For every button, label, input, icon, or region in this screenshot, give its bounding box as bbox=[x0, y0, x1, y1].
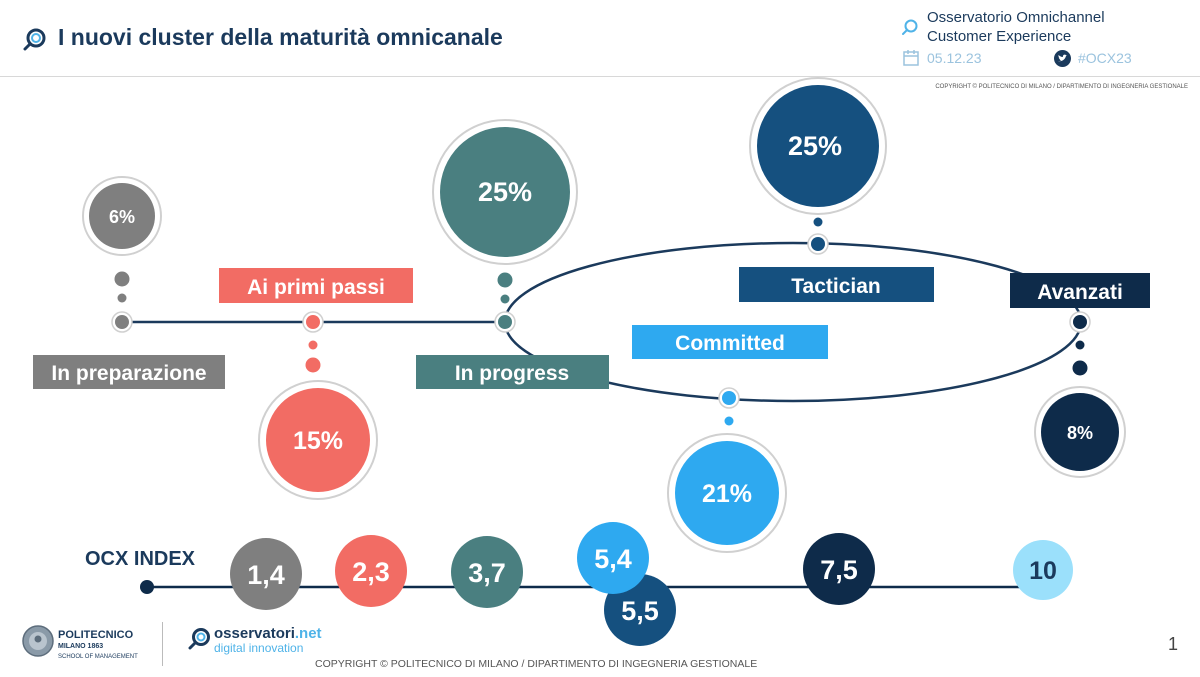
observatory-name: Osservatorio Omnichannel Customer Experi… bbox=[927, 8, 1105, 46]
label-tactician: Tactician bbox=[791, 275, 880, 298]
ocx-value-2-text: 2,3 bbox=[352, 557, 390, 587]
ocx-value-5-text: 5,5 bbox=[621, 596, 659, 626]
header: I nuovi cluster della maturità omnicanal… bbox=[0, 0, 1200, 77]
ocx-value-6 bbox=[803, 533, 875, 605]
osservatori-net: .net bbox=[294, 625, 322, 642]
osservatori-logo-icon bbox=[188, 628, 210, 650]
observatory-line-2: Customer Experience bbox=[927, 28, 1072, 45]
label-in-preparazione: In preparazione bbox=[51, 362, 206, 385]
label-avanzati: Avanzati bbox=[1037, 281, 1123, 304]
cluster-tactician: 25% Tactician bbox=[739, 77, 934, 302]
politecnico-city: MILANO 1863 bbox=[58, 643, 104, 650]
ocx-value-4 bbox=[577, 522, 649, 594]
osservatori-logo-text: osservatori.net digital innovation bbox=[214, 625, 322, 655]
share-in-progress: 25% bbox=[478, 177, 532, 207]
osservatori-main: osservatori bbox=[214, 625, 295, 642]
logo-separator bbox=[162, 622, 163, 666]
page-title: I nuovi cluster della maturità omnicanal… bbox=[58, 24, 503, 50]
observatory-icon bbox=[902, 19, 918, 35]
cluster-avanzati: Avanzati 8% bbox=[1010, 273, 1150, 478]
copyright-bottom: COPYRIGHT © POLITECNICO DI MILANO / DIPA… bbox=[315, 658, 758, 670]
politecnico-logo-text: POLITECNICO MILANO 1863 SCHOOL OF MANAGE… bbox=[58, 630, 138, 663]
magnifier-logo-icon bbox=[23, 28, 46, 51]
share-in-preparazione: 6% bbox=[109, 207, 135, 227]
share-committed: 21% bbox=[702, 480, 752, 508]
share-avanzati: 8% bbox=[1067, 423, 1093, 443]
ocx-value-3-text: 3,7 bbox=[468, 558, 506, 588]
politecnico-seal-logo bbox=[22, 625, 54, 657]
ocx-index-scale: OCX INDEX 1,4 2,3 3,7 5,5 5,4 7,5 10 bbox=[85, 522, 1073, 646]
label-in-progress: In progress bbox=[455, 362, 569, 385]
cluster-ai-primi-passi: Ai primi passi 15% bbox=[219, 268, 413, 500]
cluster-in-preparazione: 6% In preparazione bbox=[33, 176, 225, 389]
share-tactician: 25% bbox=[788, 131, 842, 161]
cluster-committed: Committed 21% bbox=[632, 325, 828, 553]
event-hashtag: #OCX23 bbox=[1078, 50, 1132, 66]
calendar-icon bbox=[903, 50, 919, 66]
politecnico-name: POLITECNICO bbox=[58, 629, 134, 641]
ocx-value-1 bbox=[230, 538, 302, 610]
label-committed: Committed bbox=[675, 332, 785, 355]
osservatori-sub: digital innovation bbox=[214, 641, 304, 655]
cluster-in-progress: 25% In progress bbox=[416, 119, 609, 389]
ocx-value-4-text: 5,4 bbox=[594, 544, 632, 574]
ocx-value-6-text: 7,5 bbox=[820, 555, 858, 585]
twitter-icon bbox=[1054, 50, 1071, 67]
event-date: 05.12.23 bbox=[927, 50, 982, 66]
ocx-index-label: OCX INDEX bbox=[85, 548, 196, 570]
ocx-value-7 bbox=[1013, 540, 1073, 600]
ocx-value-1-text: 1,4 bbox=[247, 560, 285, 590]
copyright-top: COPYRIGHT © POLITECNICO DI MILANO / DIPA… bbox=[935, 84, 1188, 90]
ocx-value-2 bbox=[335, 535, 407, 607]
page-number: 1 bbox=[1168, 634, 1179, 654]
politecnico-school: SCHOOL OF MANAGEMENT bbox=[58, 654, 138, 660]
observatory-line-1: Osservatorio Omnichannel bbox=[927, 9, 1105, 26]
share-ai-primi-passi: 15% bbox=[293, 427, 343, 455]
ocx-value-7-text: 10 bbox=[1029, 557, 1057, 585]
ocx-value-3 bbox=[451, 536, 523, 608]
label-ai-primi-passi: Ai primi passi bbox=[247, 276, 385, 299]
